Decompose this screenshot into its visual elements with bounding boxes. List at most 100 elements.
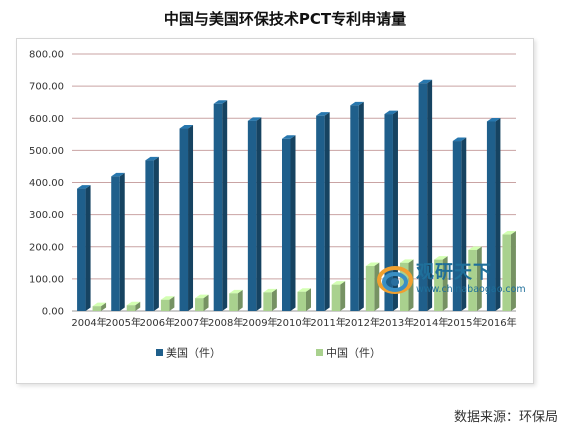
bar-china	[502, 234, 511, 311]
bar-top-face	[399, 259, 414, 263]
legend-swatch	[156, 349, 163, 356]
bar-side-face	[324, 112, 330, 312]
x-tick-label: 2014年	[413, 316, 448, 329]
bar-top-face	[179, 125, 194, 129]
x-tick-label: 2010年	[276, 316, 311, 329]
bar-top-face	[213, 100, 228, 104]
bar-side-face	[169, 296, 175, 311]
bar-side-face	[119, 172, 125, 311]
bar-side-face	[495, 117, 501, 312]
bar-side-face	[153, 156, 159, 311]
bar-china	[92, 306, 102, 311]
bar-top-face	[502, 231, 516, 235]
bar-top-face	[316, 112, 330, 116]
bar-top-face	[126, 301, 141, 306]
bar-side-face	[85, 185, 91, 311]
bar-usa	[111, 176, 120, 311]
x-tick-label: 2004年	[71, 316, 106, 329]
chart-frame	[16, 38, 534, 384]
bar-top-face	[247, 117, 262, 121]
legend-label: 中国（件）	[326, 347, 381, 360]
bar-usa	[247, 120, 257, 311]
bar-side-face	[358, 101, 364, 312]
bar-top-face	[452, 137, 467, 142]
x-tick-label: 2015年	[447, 316, 482, 329]
bar-top-face	[486, 117, 501, 122]
bar-top-face	[434, 256, 448, 260]
bar-side-face	[461, 137, 467, 311]
bar-china	[160, 299, 170, 311]
bar-side-face	[392, 110, 398, 311]
bar-side-face	[135, 301, 141, 311]
bar-side-face	[101, 302, 107, 311]
bar-top-face	[331, 281, 346, 285]
watermark: 观研天下 www.chinabaogao.com	[376, 257, 528, 303]
y-tick-label: 300.00	[29, 210, 64, 221]
bar-side-face	[340, 281, 346, 311]
bar-top-face	[468, 246, 482, 250]
bar-china	[434, 259, 443, 311]
watermark-url: www.chinabaogao.com	[416, 284, 526, 295]
source-note: 数据来源：环保局	[453, 410, 558, 425]
bar-usa	[145, 160, 154, 311]
bar-side-face	[237, 289, 243, 311]
bar-side-face	[427, 79, 433, 311]
bar-usa	[213, 103, 223, 311]
x-tick-label: 2016年	[481, 316, 516, 329]
chart-title: 中国与美国环保技术PCT专利申请量	[163, 10, 407, 28]
bar-side-face	[510, 231, 516, 311]
y-tick-label: 800.00	[29, 50, 64, 61]
bar-usa	[179, 128, 189, 311]
legend-swatch	[316, 349, 323, 356]
bar-top-face	[282, 135, 296, 139]
y-tick-label: 600.00	[29, 114, 64, 125]
bar-usa	[350, 105, 359, 312]
x-tick-label: 2008年	[208, 316, 243, 329]
bar-china	[297, 291, 306, 311]
bar-top-face	[263, 288, 277, 293]
bar-top-face	[350, 101, 364, 106]
bar-china	[195, 298, 204, 311]
bar-top-face	[195, 294, 209, 299]
bar-side-face	[476, 246, 482, 311]
bar-china	[263, 292, 272, 311]
watermark-title: 观研天下	[416, 262, 492, 283]
bar-side-face	[374, 262, 380, 311]
bar-top-face	[92, 302, 107, 307]
bar-side-face	[306, 288, 311, 311]
x-tick-label: 2012年	[345, 316, 380, 329]
bar-china	[229, 293, 238, 311]
bar-chart: 0.00 100.00 200.00 300.00 400.00 500.00 600.00…	[29, 50, 517, 360]
swirl-logo-icon	[377, 266, 413, 294]
y-tick-label: 700.00	[29, 82, 64, 93]
x-tick-label: 2011年	[310, 316, 345, 329]
bar-side-face	[203, 294, 209, 311]
bar-china	[331, 284, 341, 311]
x-tick-label: 2013年	[379, 316, 414, 329]
bar-top-face	[297, 288, 311, 292]
bar-top-face	[229, 289, 243, 294]
bar-usa	[418, 83, 428, 311]
bar-top-face	[384, 110, 398, 115]
bar-china	[126, 305, 136, 311]
bar-usa	[316, 115, 325, 312]
bar-top-face	[111, 172, 125, 177]
bar-china	[468, 249, 477, 311]
y-tick-label: 400.00	[29, 178, 64, 189]
bar-usa	[282, 138, 291, 311]
y-tick-label: 100.00	[29, 274, 64, 285]
bar-top-face	[77, 185, 91, 189]
y-tick-label: 200.00	[29, 242, 64, 253]
bar-usa	[486, 121, 496, 312]
bar-side-face	[290, 135, 296, 311]
x-tick-label: 2006年	[140, 316, 175, 329]
x-tick-label: 2009年	[242, 316, 277, 329]
bar-top-face	[365, 262, 380, 267]
bar-usa	[384, 114, 393, 311]
bar-side-face	[188, 125, 194, 311]
bar-side-face	[256, 117, 262, 311]
bar-top-face	[145, 156, 159, 161]
y-tick-label: 0.00	[42, 307, 64, 318]
bar-usa	[452, 141, 462, 311]
bar-side-face	[442, 256, 448, 311]
